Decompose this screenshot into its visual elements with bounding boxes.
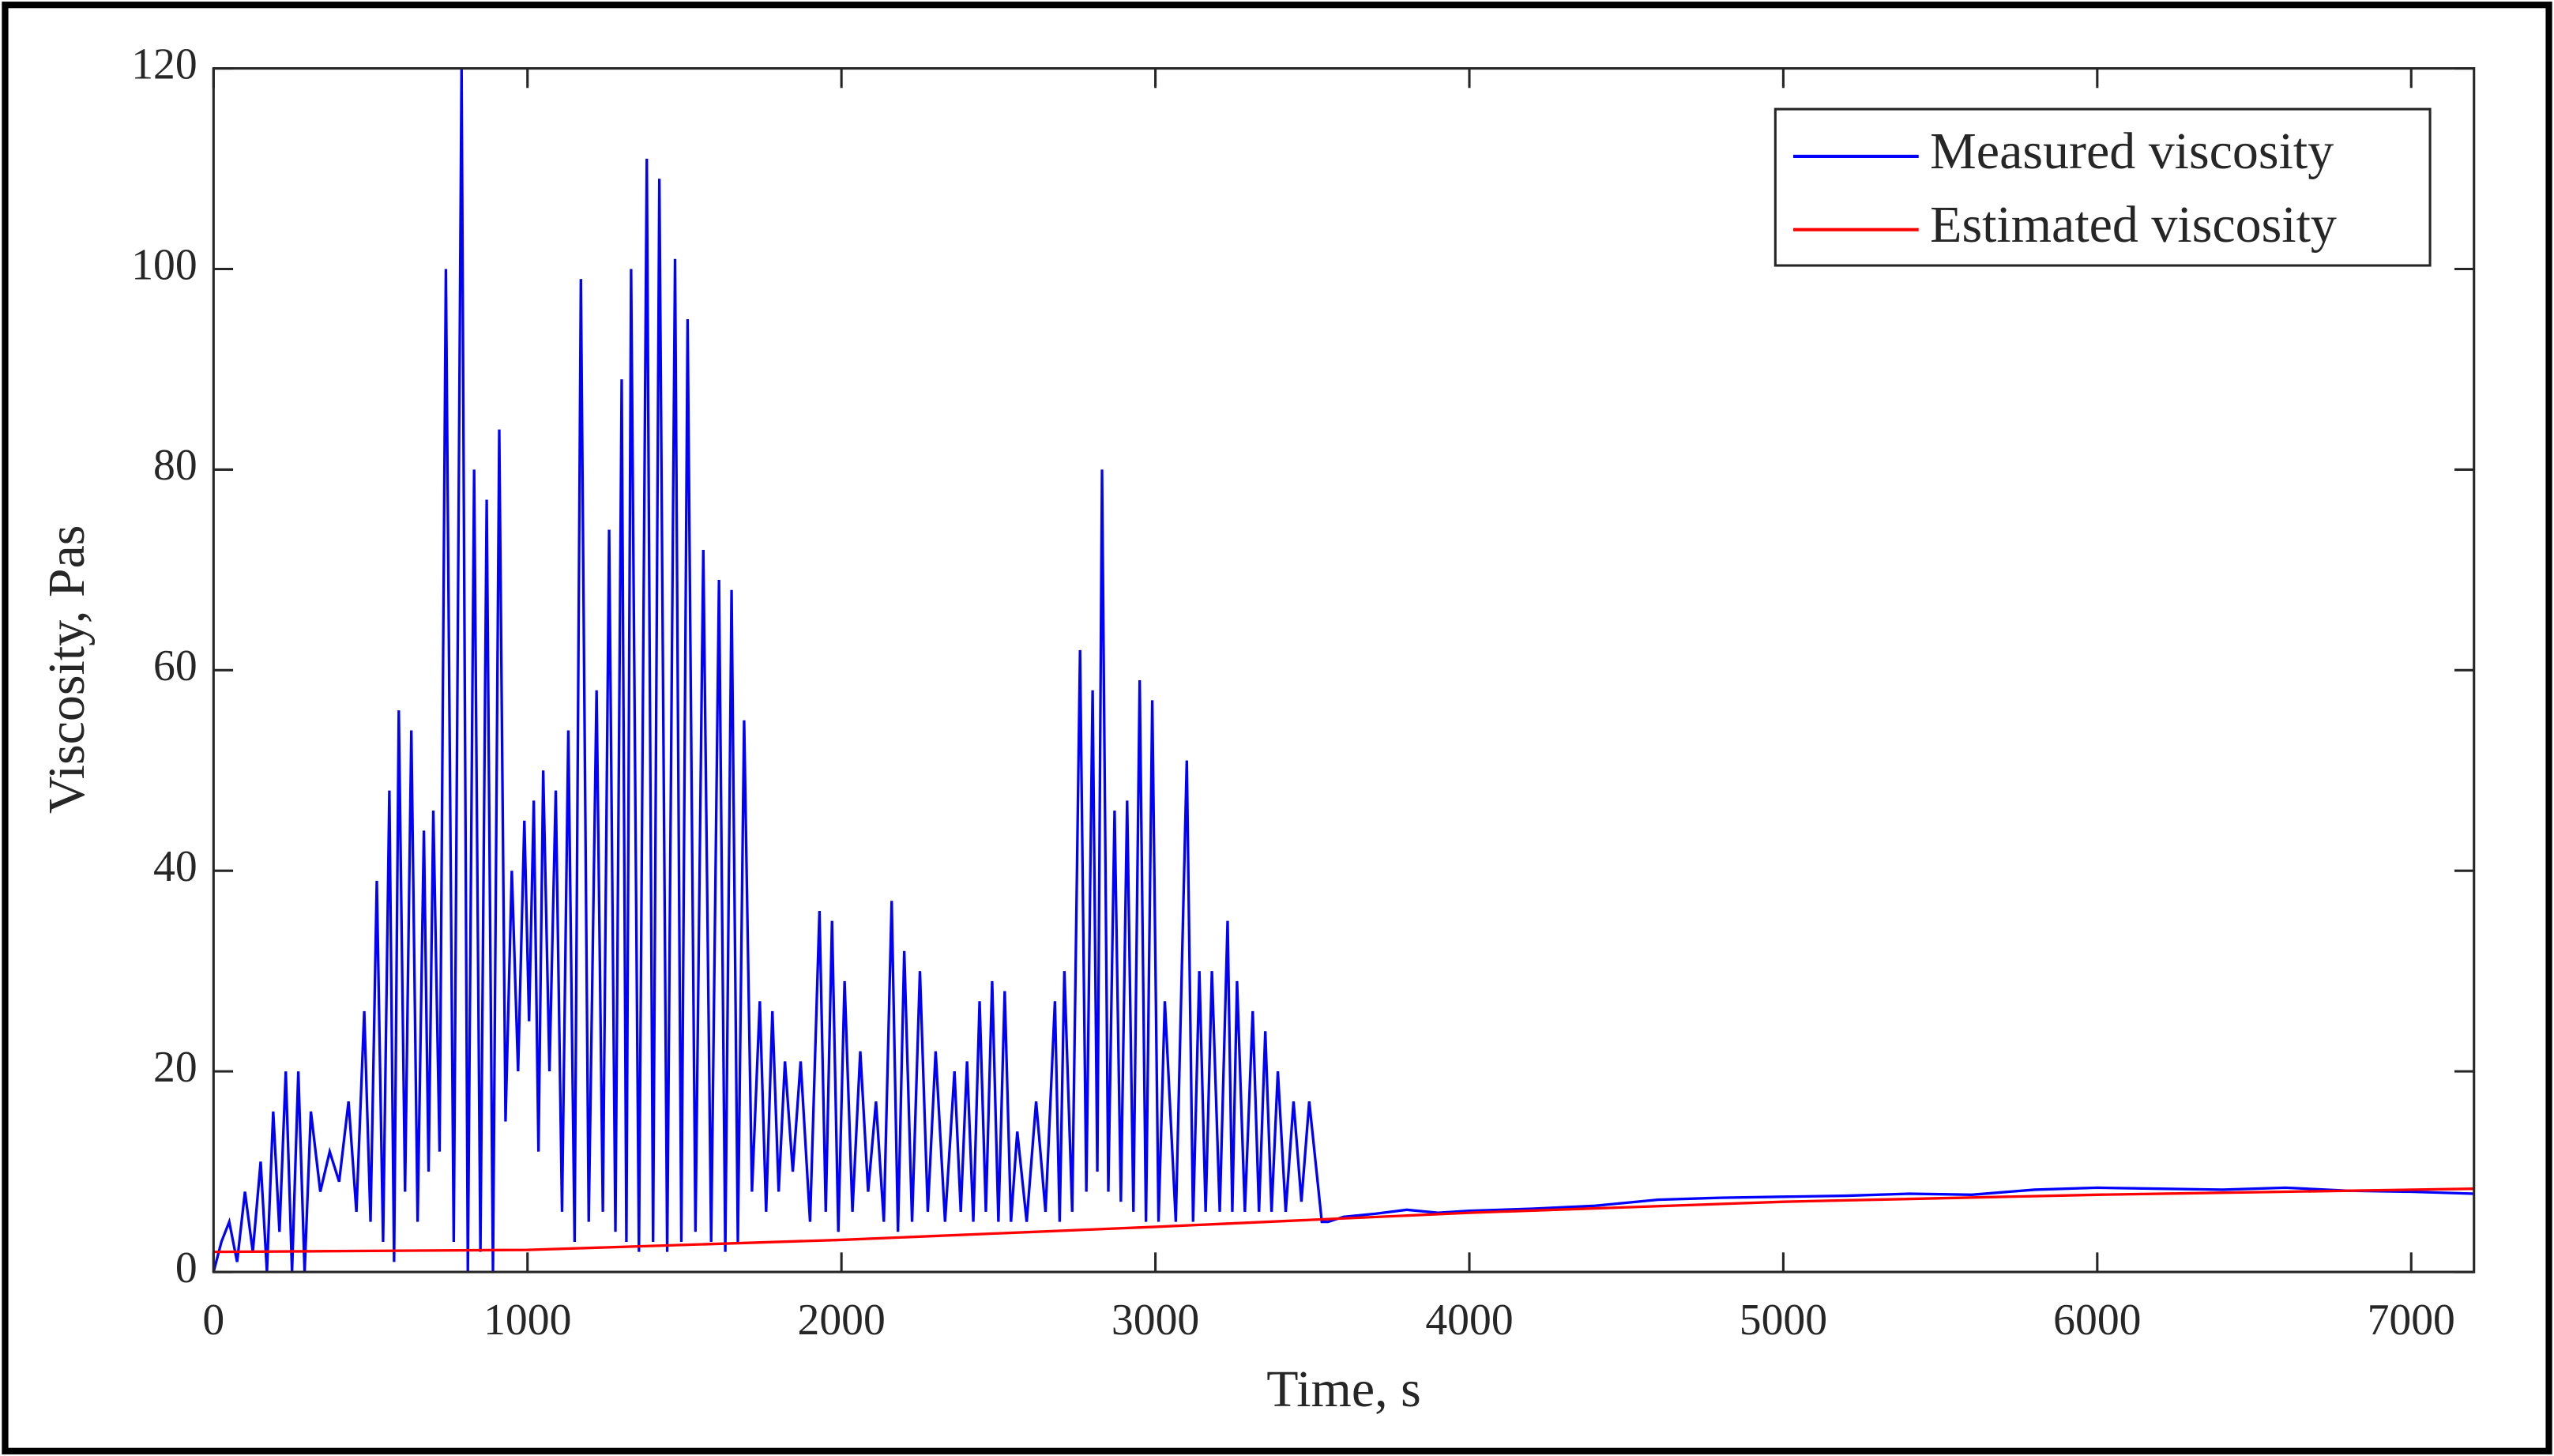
x-axis-label: Time, s [1266, 1360, 1421, 1418]
x-tick-label: 5000 [1740, 1296, 1827, 1345]
y-tick-label: 60 [153, 641, 197, 690]
y-tick-label: 80 [153, 441, 197, 490]
y-tick-label: 0 [175, 1243, 197, 1292]
x-tick-label: 7000 [2368, 1296, 2455, 1345]
y-tick-label: 120 [131, 40, 197, 88]
x-tick-label: 3000 [1111, 1296, 1199, 1345]
x-tick-label: 2000 [798, 1296, 886, 1345]
x-tick-label: 6000 [2053, 1296, 2141, 1345]
legend-label: Estimated viscosity [1930, 196, 2337, 254]
y-tick-label: 100 [131, 240, 197, 289]
axes-box [212, 67, 2476, 1274]
legend-box [1774, 107, 2432, 267]
data-line [213, 1187, 2474, 1254]
y-axis-label: Viscosity, Pas [38, 525, 96, 815]
x-tick-label: 4000 [1425, 1296, 1513, 1345]
y-tick-label: 40 [153, 842, 197, 891]
y-tick-label: 20 [153, 1043, 197, 1092]
data-line [212, 68, 2474, 1273]
x-tick-label: 0 [202, 1296, 224, 1345]
legend-label: Measured viscosity [1930, 122, 2334, 180]
x-tick-label: 1000 [483, 1296, 571, 1345]
